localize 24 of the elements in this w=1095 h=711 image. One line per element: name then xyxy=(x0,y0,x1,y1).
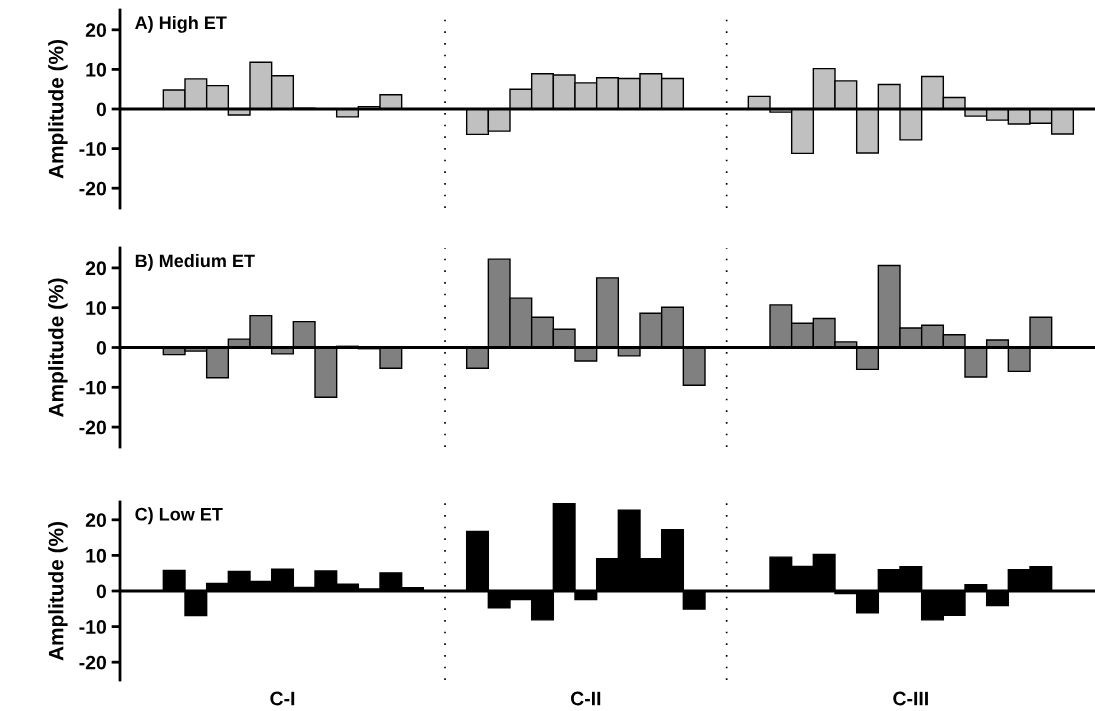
y-tick-label: 20 xyxy=(85,261,107,276)
y-tick-label: -20 xyxy=(79,420,107,435)
y-tick-label: -10 xyxy=(79,380,107,395)
y-tick-label: -20 xyxy=(79,181,107,196)
y-tick-label: 0 xyxy=(96,340,107,355)
x-tick-label: C-II xyxy=(570,691,601,706)
y-tick-label: 10 xyxy=(86,62,107,77)
y-tick-label: -20 xyxy=(79,655,107,670)
y-axis-title: Amplitude (%) xyxy=(48,278,68,417)
chart-title: C) Low ET xyxy=(135,507,223,525)
chart-title: B) Medium ET xyxy=(135,253,255,271)
y-tick-label: 20 xyxy=(85,513,107,528)
x-tick-label: C-I xyxy=(270,691,295,706)
y-tick-label: 20 xyxy=(85,23,107,38)
y-tick-label: -10 xyxy=(79,620,107,634)
y-axis-title: Amplitude (%) xyxy=(48,522,68,661)
y-tick-label: 0 xyxy=(96,102,107,117)
x-tick-label: C-III xyxy=(893,691,928,706)
y-axis-title: Amplitude (%) xyxy=(48,40,68,179)
y-tick-label: -10 xyxy=(79,142,107,156)
chart-title: A) High ET xyxy=(135,15,227,33)
y-tick-label: 10 xyxy=(86,548,107,563)
y-tick-label: 10 xyxy=(86,301,107,315)
y-tick-label: 0 xyxy=(96,584,107,599)
